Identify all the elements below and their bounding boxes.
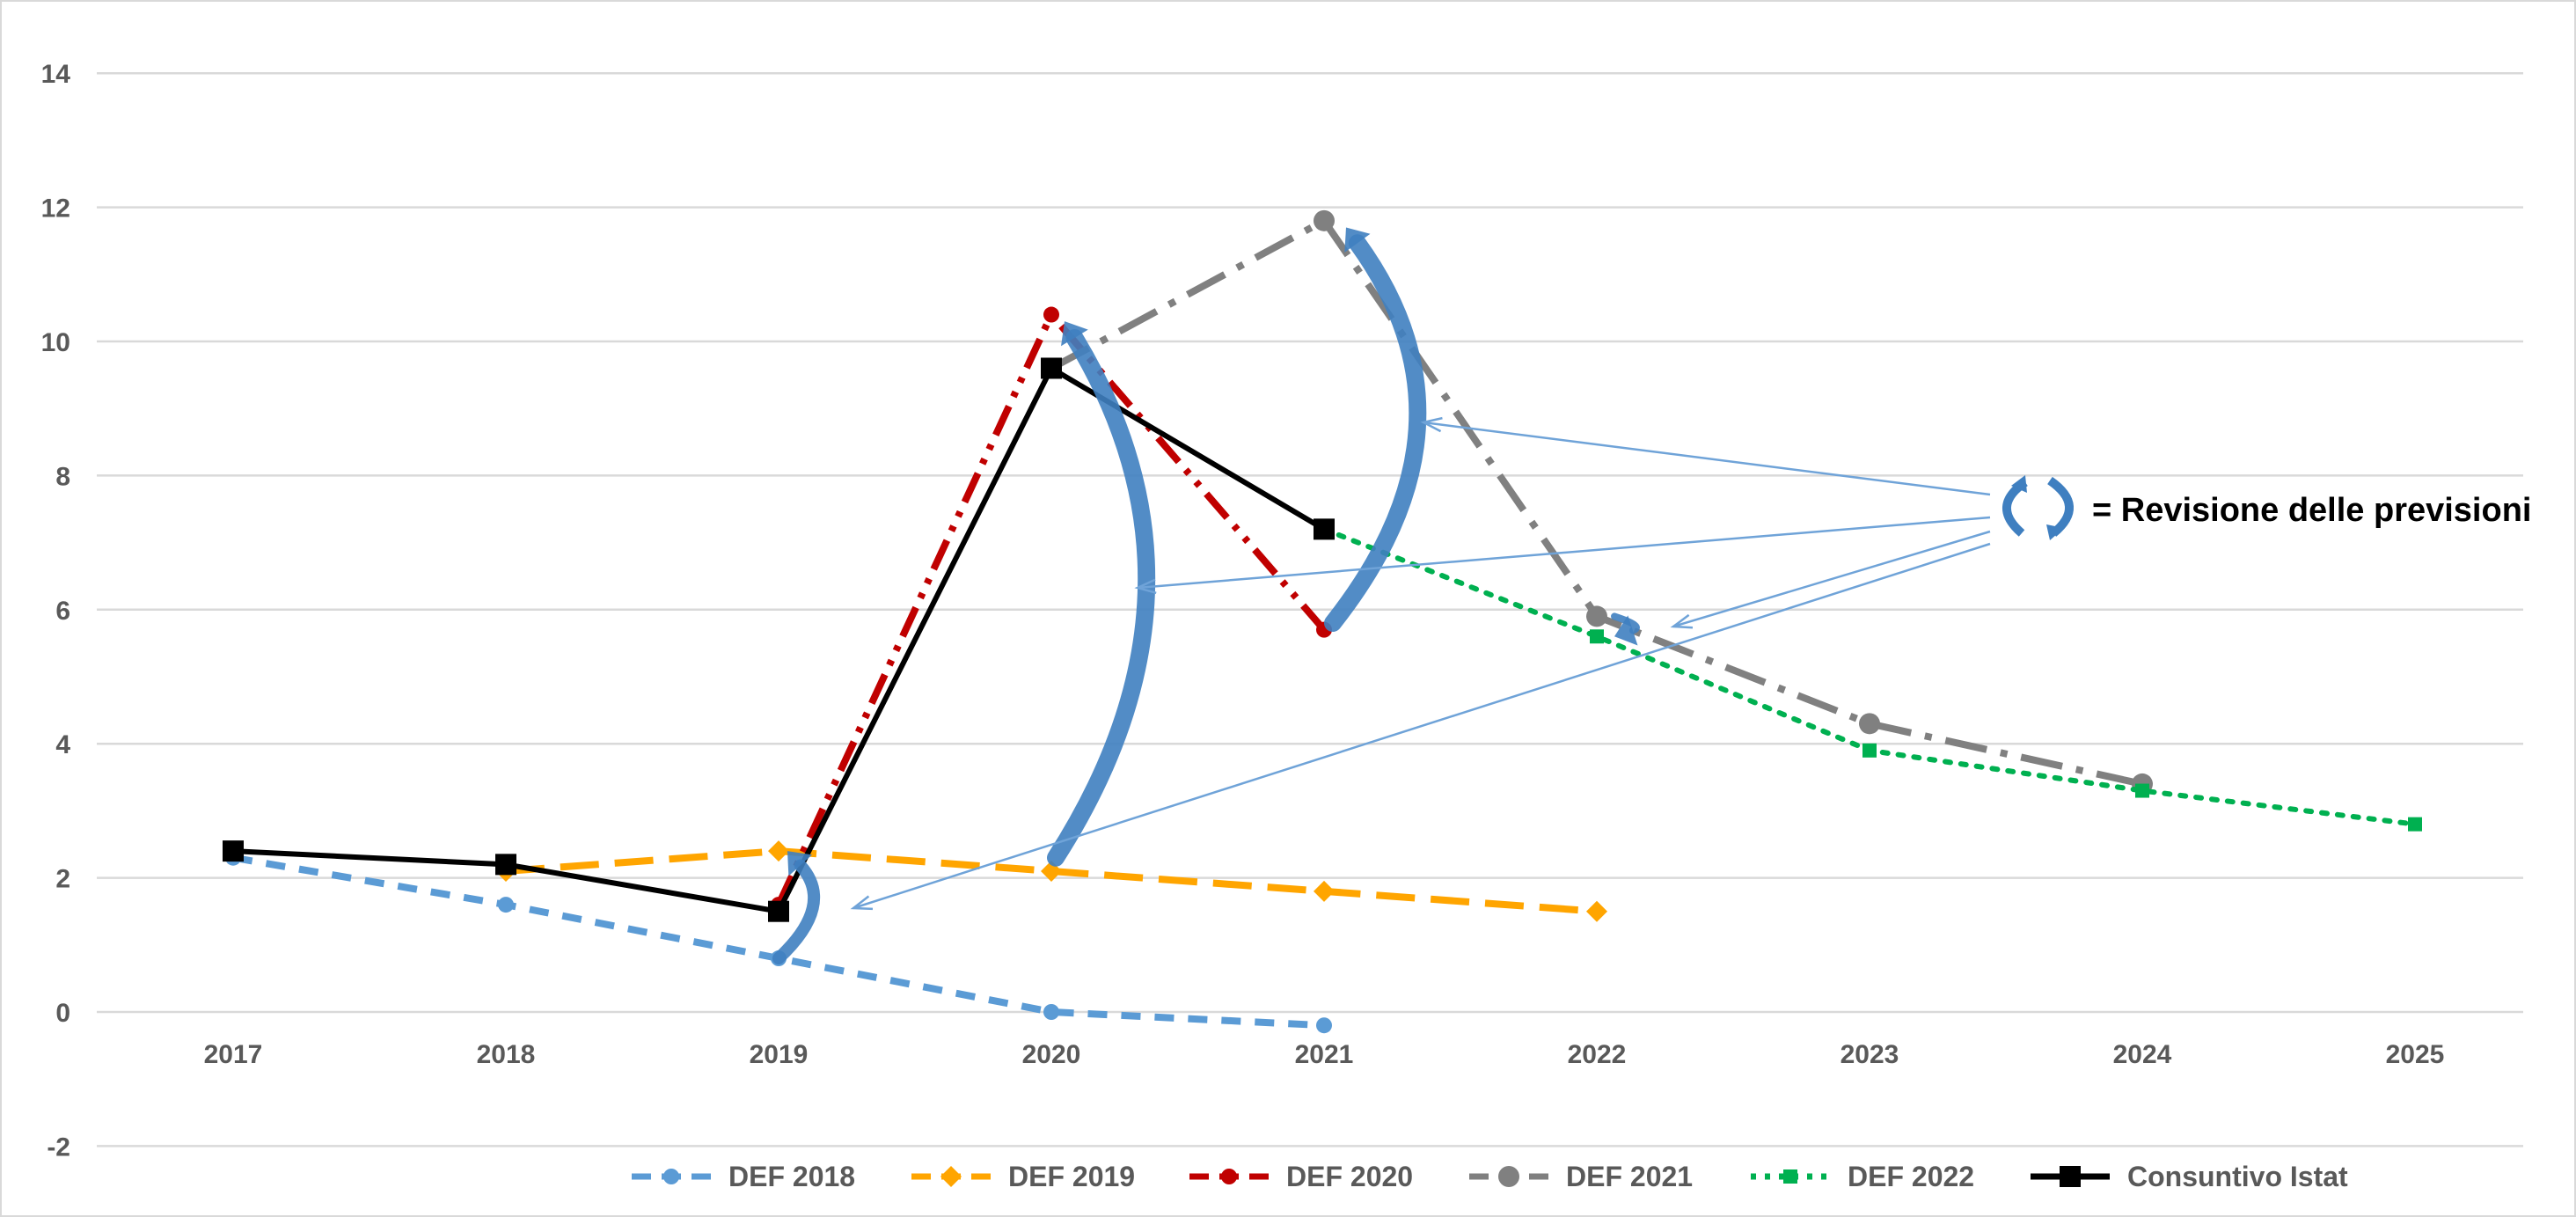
y-tick-label: 6 bbox=[55, 597, 70, 626]
data-point bbox=[2060, 1166, 2081, 1187]
pointer-head bbox=[1420, 416, 1443, 433]
data-point bbox=[495, 854, 516, 876]
y-tick-label: 8 bbox=[55, 462, 70, 491]
data-point bbox=[1862, 743, 1877, 758]
pointer-line bbox=[1672, 530, 1991, 628]
legend-label: DEF 2018 bbox=[728, 1161, 855, 1192]
arrow-head bbox=[1061, 321, 1088, 347]
y-tick-label: 14 bbox=[41, 60, 71, 89]
data-point bbox=[1316, 1017, 1332, 1034]
y-tick-label: 0 bbox=[55, 999, 70, 1028]
arrow-head bbox=[1344, 227, 1371, 253]
data-point bbox=[223, 840, 244, 862]
data-point bbox=[663, 1169, 679, 1184]
legend-label: Consuntivo Istat bbox=[2127, 1161, 2348, 1192]
revision-arrow bbox=[1611, 612, 1640, 634]
y-axis-ticks: -2 0 2 4 6 8 10 12 14 bbox=[41, 60, 71, 1162]
data-point bbox=[1221, 1169, 1237, 1184]
data-point bbox=[1314, 209, 1335, 231]
gridlines bbox=[97, 71, 2523, 1147]
series-line bbox=[232, 854, 1325, 1030]
legend-label: DEF 2021 bbox=[1566, 1161, 1693, 1192]
data-point bbox=[1043, 306, 1059, 323]
x-tick-label: 2019 bbox=[750, 1040, 809, 1069]
legend-item: DEF 2020 bbox=[1189, 1161, 1413, 1192]
pointer-head bbox=[1670, 613, 1694, 629]
x-tick-label: 2022 bbox=[1568, 1040, 1627, 1069]
x-tick-label: 2023 bbox=[1841, 1040, 1899, 1069]
legend: DEF 2018 DEF 2019 DEF 2020 DEF 2021 DEF 2022… bbox=[632, 1161, 2348, 1192]
legend-label: DEF 2022 bbox=[1848, 1161, 1974, 1192]
revision-symbol-icon bbox=[2002, 475, 2074, 540]
x-tick-label: 2020 bbox=[1022, 1040, 1081, 1069]
annotation-label: = Revisione delle previsioni bbox=[2092, 492, 2531, 529]
data-point bbox=[1314, 518, 1335, 540]
legend-item: DEF 2019 bbox=[911, 1161, 1135, 1192]
data-point bbox=[1586, 900, 1607, 922]
pointer-head bbox=[1134, 578, 1157, 595]
data-point bbox=[1043, 1004, 1059, 1020]
revision-arrows bbox=[772, 227, 2074, 965]
x-tick-label: 2017 bbox=[204, 1040, 263, 1069]
data-point bbox=[1783, 1169, 1797, 1184]
data-point bbox=[940, 1166, 962, 1187]
y-tick-label: -2 bbox=[47, 1133, 70, 1162]
revision-symbol-head bbox=[2046, 524, 2064, 540]
arrow-head bbox=[787, 851, 813, 876]
data-point bbox=[1586, 605, 1607, 627]
x-tick-label: 2024 bbox=[2113, 1040, 2172, 1069]
x-axis-ticks: 2017 2018 2019 2020 2021 2022 2023 2024 2025 bbox=[204, 1040, 2445, 1069]
data-point bbox=[2135, 783, 2149, 798]
legend-label: DEF 2020 bbox=[1286, 1161, 1413, 1192]
arrow-head bbox=[1614, 615, 1638, 646]
y-tick-label: 12 bbox=[41, 194, 70, 224]
x-tick-label: 2021 bbox=[1295, 1040, 1354, 1069]
pointer-line bbox=[1137, 516, 1991, 590]
x-tick-label: 2025 bbox=[2386, 1040, 2445, 1069]
revision-arrow bbox=[772, 859, 821, 965]
data-point bbox=[1498, 1166, 1519, 1187]
y-tick-label: 2 bbox=[55, 865, 70, 894]
data-point bbox=[768, 900, 789, 922]
x-tick-label: 2018 bbox=[477, 1040, 536, 1069]
series-def-2021 bbox=[1041, 209, 2153, 795]
pointer-head bbox=[850, 895, 874, 911]
pointer-line bbox=[1423, 421, 1991, 496]
data-point bbox=[498, 897, 514, 913]
series-line bbox=[232, 364, 1326, 915]
data-point bbox=[1859, 713, 1880, 735]
legend-item: Consuntivo Istat bbox=[2031, 1161, 2348, 1192]
legend-item: DEF 2022 bbox=[1751, 1161, 1974, 1192]
pointer-line bbox=[853, 542, 1991, 910]
data-point bbox=[1041, 357, 1062, 379]
series-line bbox=[1321, 526, 2418, 827]
y-tick-label: 4 bbox=[55, 730, 70, 759]
revision-symbol-right bbox=[2047, 476, 2074, 537]
legend-label: DEF 2019 bbox=[1008, 1161, 1135, 1192]
data-point bbox=[1590, 629, 1604, 644]
data-point bbox=[2408, 817, 2422, 832]
series-lines bbox=[223, 209, 2422, 1034]
legend-item: DEF 2021 bbox=[1469, 1161, 1693, 1192]
data-point bbox=[768, 840, 789, 862]
revision-symbol-head bbox=[2011, 475, 2027, 493]
legend-item: DEF 2018 bbox=[632, 1161, 855, 1192]
revision-arrow bbox=[1047, 328, 1156, 867]
y-tick-label: 10 bbox=[41, 328, 70, 357]
series-consuntivo-istat bbox=[223, 357, 1335, 922]
data-point bbox=[1314, 880, 1335, 902]
